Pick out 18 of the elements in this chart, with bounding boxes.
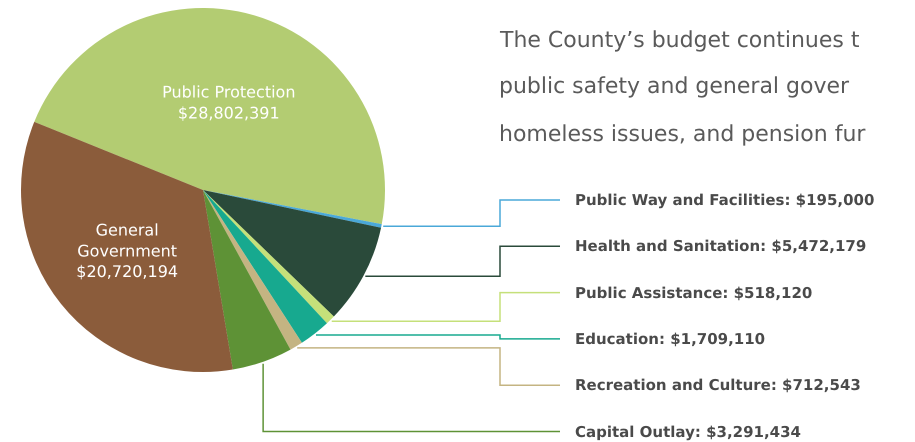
pie-slice <box>203 190 327 343</box>
slice-label: Public Way and Facilities: $195,000 <box>575 191 874 209</box>
pie-slice <box>203 190 334 324</box>
pie-slice <box>34 8 385 224</box>
text: homeless issues, and pension fur <box>499 122 866 147</box>
text: public safety and general gover <box>499 74 850 99</box>
slice-label: Public Assistance: $518,120 <box>575 284 812 302</box>
data-label: $28,802,391 <box>178 103 280 122</box>
data-label: $20,720,194 <box>76 262 178 282</box>
slice-label: General Government <box>77 220 178 260</box>
pie-slice <box>21 122 233 372</box>
slice-label: Health and Sanitation: $5,472,179 <box>575 237 866 255</box>
text: The County’s budget continues t <box>499 28 860 53</box>
slice-label: Recreation and Culture: $712,543 <box>575 376 861 394</box>
slice-label: Education: $1,709,110 <box>575 330 766 348</box>
pie-slice <box>203 190 382 317</box>
slice-label: Public Protection <box>162 82 296 102</box>
slice-label: Capital Outlay: $3,291,434 <box>575 423 801 441</box>
